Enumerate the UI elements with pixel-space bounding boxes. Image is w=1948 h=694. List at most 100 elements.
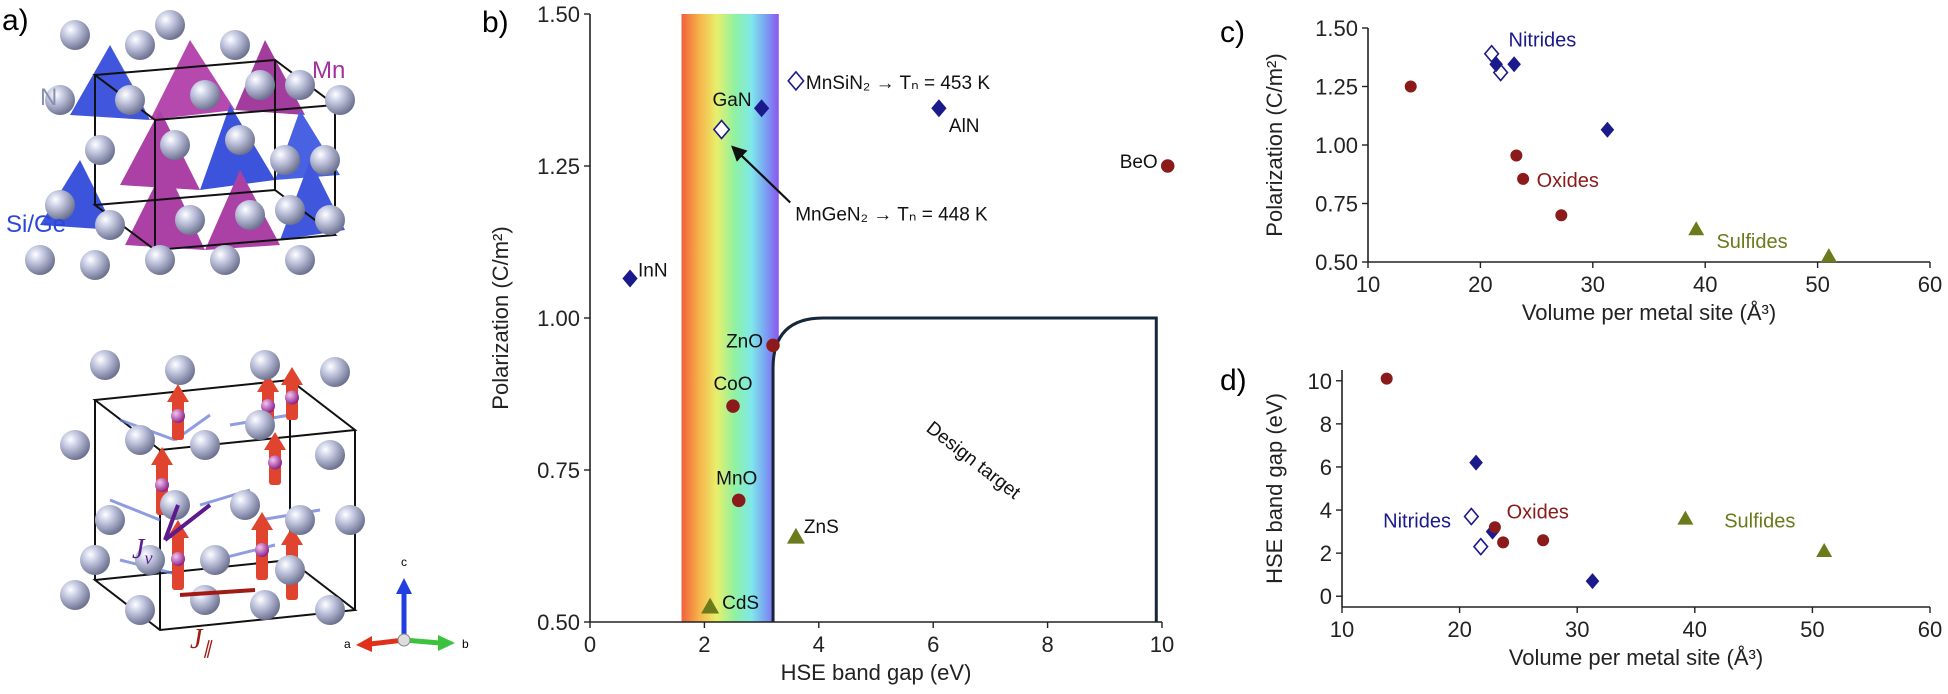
group-label-oxides: Oxides: [1537, 170, 1599, 192]
x-tick-label: 40: [1683, 617, 1707, 642]
point-CdS: [701, 597, 720, 614]
y-tick-label: 0: [1320, 584, 1332, 609]
y-axis-label: Polarization (C/m²): [1262, 53, 1287, 236]
nitrogen-atom: [210, 245, 240, 275]
label-BeO: BeO: [1120, 152, 1158, 173]
group-label-nitrides: Nitrides: [1383, 510, 1451, 532]
panel-c: c) 10 20 30 40 50 60 0.50 0.75 1.00 1.25 1.50 Volum…: [1220, 16, 1942, 325]
point-ZnS: [786, 527, 805, 544]
point-nitride: [1507, 56, 1521, 73]
panel-d: d) 10 20 30 40 50 60 0 2 4 6 8 10 Volume per metal s…: [1220, 364, 1942, 670]
y-axis-label: Polarization (C/m²): [488, 226, 513, 409]
point-nitride: [1463, 507, 1480, 526]
label-AlN: AlN: [949, 116, 980, 137]
nitrogen-atom: [190, 585, 220, 615]
nitrogen-atom: [310, 145, 340, 175]
nitrogen-atom: [135, 545, 165, 575]
panel-a: a): [2, 4, 469, 658]
panel-b-points: InN GaN AlN MnSiN₂ → Tₙ = 453 K MnGeN₂ → Tₙ …: [622, 70, 1175, 614]
y-tick-label: 1.00: [537, 306, 580, 331]
y-tick-label: 1.25: [1315, 75, 1358, 100]
x-tick-label: 30: [1581, 272, 1605, 297]
spin-arrow: [251, 512, 273, 580]
nitrogen-atom: [95, 505, 125, 535]
crystal-structure-bottom: Jv J∥ c a b: [60, 350, 469, 658]
exchange-jv: Jv: [132, 503, 212, 568]
nitrogen-atom: [200, 545, 230, 575]
point-MnGeN2: [712, 119, 731, 140]
nitrogen-atom: [175, 205, 205, 235]
point-oxide: [1380, 372, 1393, 385]
x-tick-label: 20: [1468, 272, 1492, 297]
x-tick-label: 10: [1330, 617, 1354, 642]
point-GaN: [753, 99, 770, 118]
point-sulfide: [1816, 542, 1833, 557]
point-oxide: [1555, 209, 1568, 222]
point-sulfide: [1820, 248, 1837, 263]
y-tick-label: 0.75: [537, 458, 580, 483]
group-label-sulfides: Sulfides: [1716, 231, 1787, 253]
point-sulfide: [1688, 221, 1705, 236]
x-tick-label: 50: [1805, 272, 1829, 297]
nitrogen-atom: [325, 85, 355, 115]
point-oxide: [1497, 536, 1510, 549]
panel-b: b) 0 2 4 6 8 10 0.50 0.75 1.00 1.25 1.50 HSE band g…: [482, 2, 1175, 685]
y-axis-label: HSE band gap (eV): [1262, 393, 1287, 584]
exchange-jpar: J∥: [179, 588, 256, 658]
point-oxide: [1510, 149, 1523, 162]
nitrogen-atom: [270, 145, 300, 175]
nitrogen-atom: [315, 440, 345, 470]
y-tick-label: 1.00: [1315, 133, 1358, 158]
label-si-ge: Si/Ge: [6, 211, 66, 238]
panel-label-a: a): [2, 4, 29, 37]
axis-b-label: b: [462, 637, 469, 651]
y-tick-label: 6: [1320, 455, 1332, 480]
nitrogen-atom: [25, 245, 55, 275]
point-oxide: [1517, 172, 1530, 185]
nitrogen-atom: [320, 357, 350, 387]
nitrogen-atom: [250, 350, 280, 380]
y-tick-label: 10: [1308, 369, 1332, 394]
nitrogen-atom: [145, 245, 175, 275]
nitrogen-atom: [80, 250, 110, 280]
nitrogen-atom: [225, 125, 255, 155]
axes-triad: c a b: [344, 555, 469, 652]
point-ZnO: [766, 338, 780, 353]
y-tick-label: 1.50: [537, 2, 580, 27]
nitrogen-atom: [285, 505, 315, 535]
x-tick-label: 0: [584, 632, 596, 657]
panel-d-axes: 10 20 30 40 50 60 0 2 4 6 8 10 Volume per metal site…: [1262, 369, 1942, 670]
nitrogen-atom: [275, 555, 305, 585]
x-tick-label: 20: [1447, 617, 1471, 642]
point-sulfide: [1677, 510, 1694, 525]
nitrogen-atoms-top: [25, 10, 355, 280]
point-nitride: [1600, 121, 1615, 138]
nitrogen-atom: [85, 135, 115, 165]
label-MnO: MnO: [716, 468, 757, 489]
nitrogen-atom: [285, 245, 315, 275]
crystal-structure-top: N Mn Si/Ge: [6, 10, 355, 280]
nitrogen-atom: [245, 70, 275, 100]
label-MnGeN2: MnGeN₂ → Tₙ = 448 K: [795, 204, 988, 225]
panel-c-axes: 10 20 30 40 50 60 0.50 0.75 1.00 1.25 1.50 Volume p…: [1262, 16, 1942, 325]
nitrogen-atom: [125, 30, 155, 60]
nitrogen-atom: [60, 580, 90, 610]
nitrogen-atom: [45, 85, 75, 115]
group-label-sulfides: Sulfides: [1724, 510, 1795, 532]
nitrogen-atom: [245, 410, 275, 440]
nitrogen-atom: [60, 430, 90, 460]
y-tick-label: 0.75: [1315, 192, 1358, 217]
label-mn: Mn: [312, 57, 345, 84]
nitrogen-atom: [160, 490, 190, 520]
spin-arrow: [167, 384, 189, 440]
point-nitride: [1489, 56, 1503, 73]
nitrogen-atom: [125, 425, 155, 455]
label-CoO: CoO: [713, 374, 752, 395]
x-tick-label: 10: [1150, 632, 1174, 657]
x-axis-label: Volume per metal site (Å³): [1522, 300, 1776, 325]
x-tick-label: 60: [1918, 272, 1942, 297]
point-oxide: [1537, 534, 1550, 547]
nitrogen-atom: [315, 595, 345, 625]
nitrogen-atom: [125, 595, 155, 625]
nitrogen-atom: [165, 355, 195, 385]
